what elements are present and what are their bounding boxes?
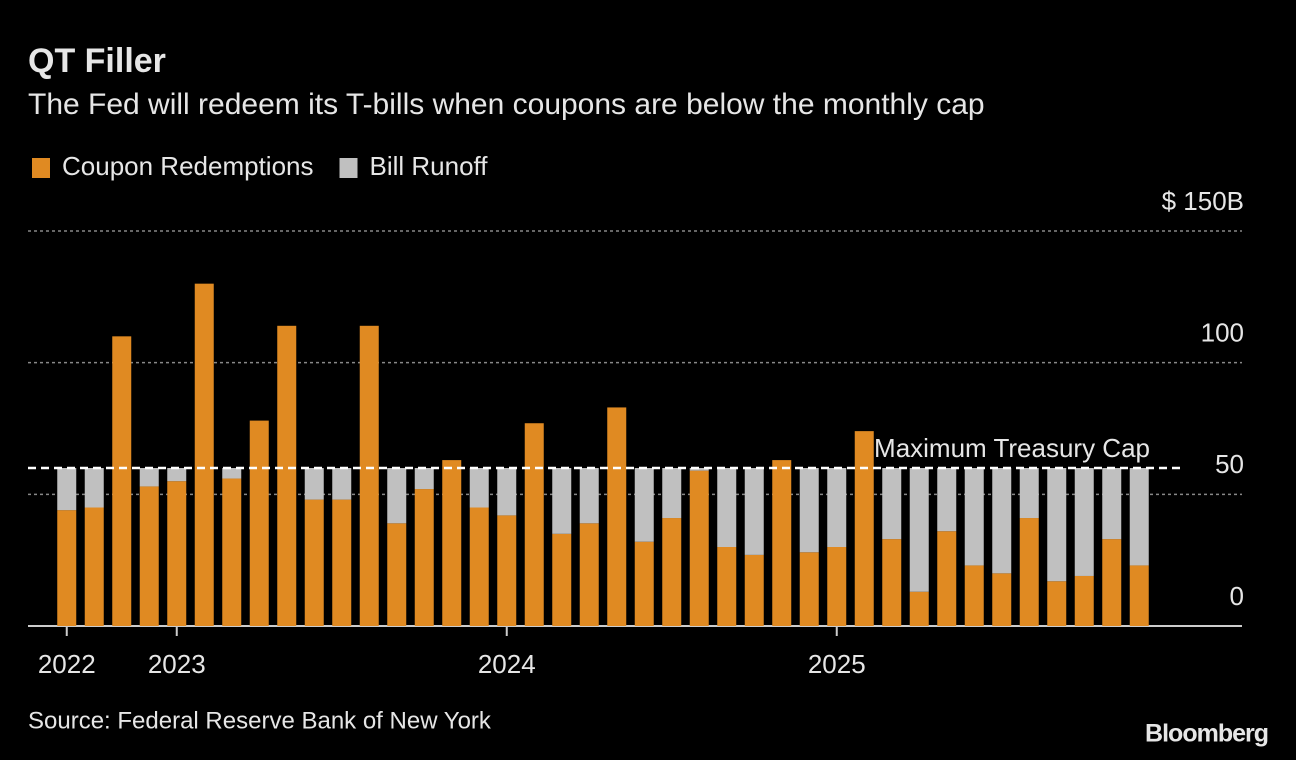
bar [552,533,572,626]
bar [689,468,709,471]
x-tick-label: 2025 [808,649,866,679]
bar [57,468,77,511]
bar [717,547,737,626]
bar [139,468,159,487]
bar [1047,581,1067,626]
x-tick-label: 2022 [38,649,96,679]
bar [1074,468,1094,576]
bar [304,499,324,626]
bar [579,523,599,626]
bar [84,468,104,508]
bar [607,407,627,626]
y-tick-label: $ 150B [1162,186,1244,216]
bar [909,591,929,626]
bar [469,507,489,626]
bar [909,468,929,592]
bar [139,486,159,626]
bar [662,468,682,519]
bar [634,541,654,626]
bar [964,565,984,626]
chart-title: QT Filler [28,42,166,80]
bar [1019,468,1039,519]
bar [469,468,489,508]
bar [552,468,572,534]
bar [332,499,352,626]
bar [799,468,819,553]
bar [387,468,407,524]
bar [1074,575,1094,626]
bar [1129,468,1149,566]
bar [359,325,379,626]
bar [744,468,764,555]
legend-label: Bill Runoff [370,151,489,181]
x-tick-label: 2023 [148,649,206,679]
bar [194,283,214,626]
y-tick-label: 50 [1215,449,1244,479]
bar [304,468,324,500]
bar [662,518,682,626]
bar [854,431,874,626]
bar [689,470,709,626]
bar [964,468,984,566]
bar [882,468,902,540]
source: Source: Federal Reserve Bank of New York [28,707,492,734]
bar [744,554,764,626]
bar [442,460,462,626]
bar [222,478,242,626]
bar [497,468,517,516]
bar [332,468,352,500]
legend-label: Coupon Redemptions [62,151,314,181]
bar [84,507,104,626]
bar [414,468,434,490]
bar [937,468,957,532]
bar [992,468,1012,574]
bar [772,460,792,626]
bar [827,468,847,547]
bar [497,515,517,626]
bar [277,325,297,626]
bar [882,539,902,626]
bar [1047,468,1067,582]
bar [1129,565,1149,626]
bar [634,468,654,542]
x-tick-label: 2024 [478,649,536,679]
bar [57,510,77,626]
y-tick-label: 100 [1201,318,1244,348]
bar [1019,518,1039,626]
bar [937,531,957,626]
legend-swatch [32,158,50,178]
bar [717,468,737,547]
bar [1102,468,1122,540]
bar [524,423,544,626]
brand: Bloomberg [1145,720,1268,748]
bar [1102,539,1122,626]
bar [579,468,599,524]
y-tick-label: 0 [1230,581,1244,611]
reference-label: Maximum Treasury Cap [874,433,1150,463]
bar [167,481,187,626]
bar [992,573,1012,626]
legend-swatch [339,158,358,178]
bar [112,336,132,626]
bar [167,468,187,482]
bar [387,523,407,626]
bar [222,468,242,479]
chart-subtitle: The Fed will redeem its T-bills when cou… [28,88,985,121]
bar [414,489,434,626]
bar [799,552,819,626]
bar [827,547,847,626]
bar [249,420,269,626]
